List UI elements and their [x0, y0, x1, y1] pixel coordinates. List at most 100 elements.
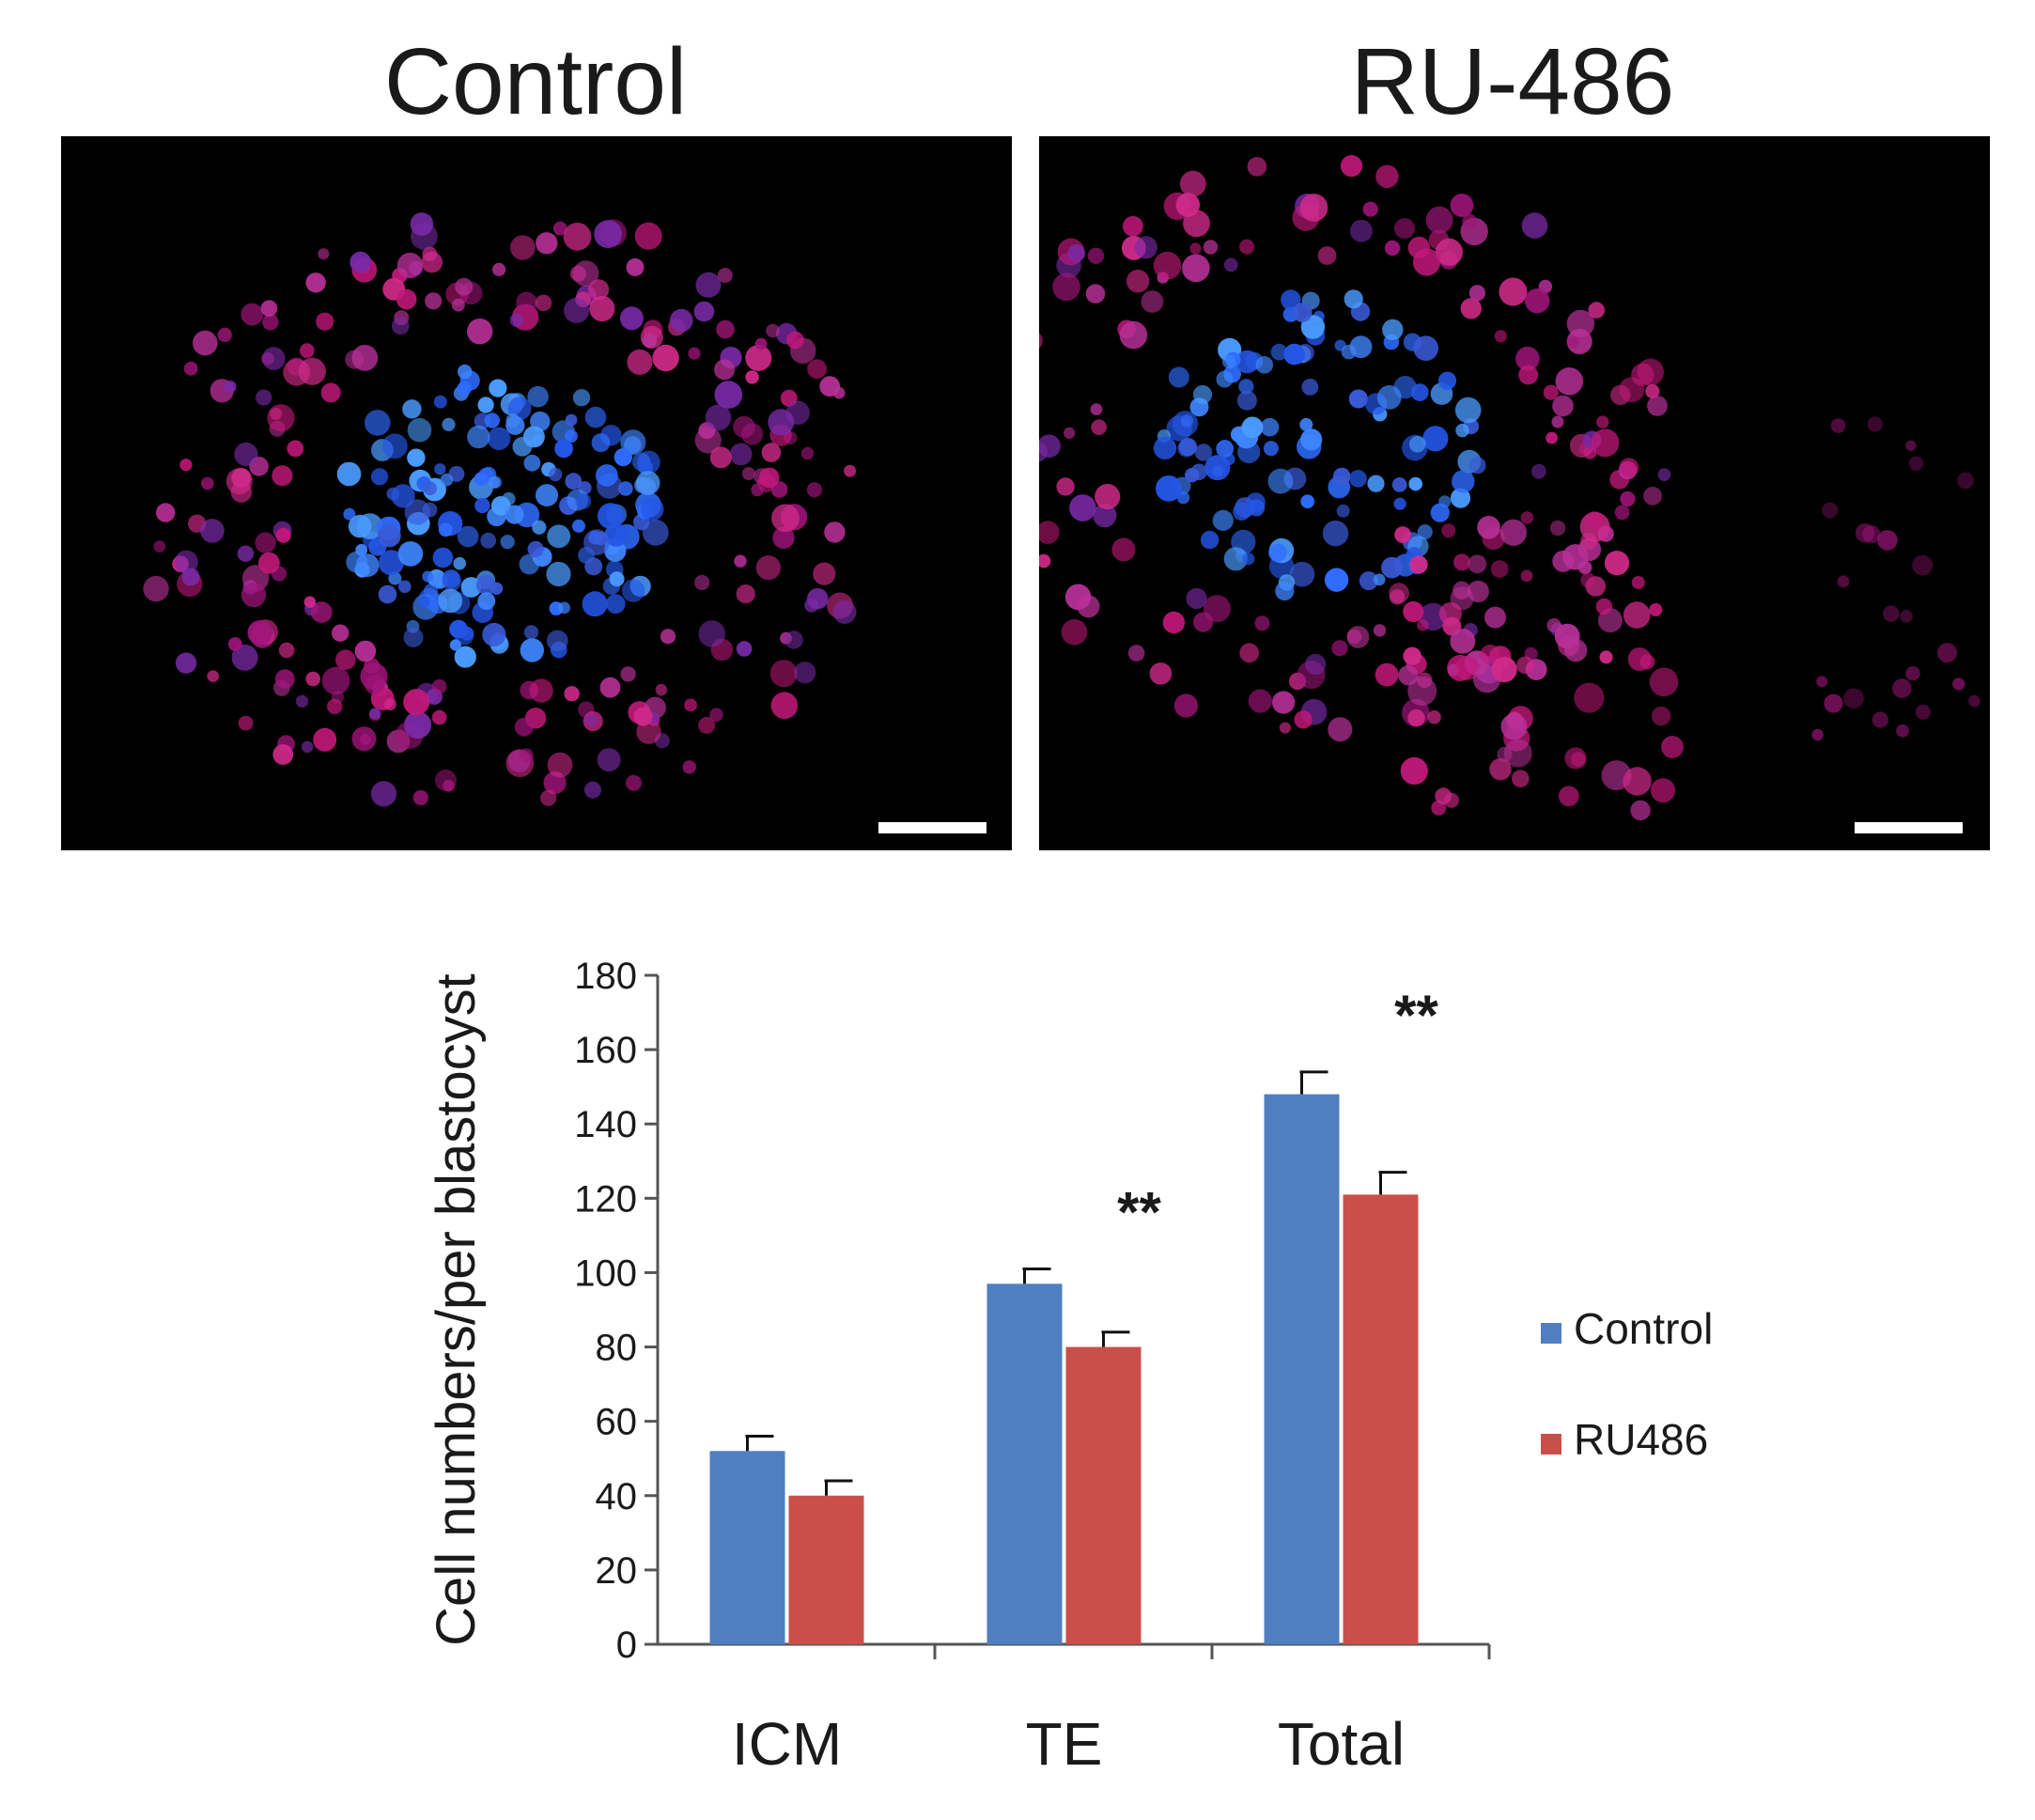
- cell-nucleus: [1952, 677, 1965, 691]
- cell-nucleus: [1248, 499, 1266, 517]
- cell-nucleus: [1162, 611, 1186, 634]
- cell-nucleus: [627, 349, 653, 375]
- cell-nucleus: [423, 481, 438, 496]
- cell-nucleus: [378, 523, 401, 548]
- cell-nucleus: [397, 541, 424, 567]
- cell-nucleus: [772, 526, 795, 550]
- cell-nucleus: [575, 493, 592, 509]
- cell-nucleus: [505, 415, 525, 435]
- cell-nucleus: [402, 399, 422, 419]
- cell-nucleus: [819, 376, 841, 397]
- cell-nucleus: [179, 459, 193, 472]
- cell-nucleus: [751, 483, 764, 497]
- cell-nucleus: [1585, 511, 1604, 530]
- cell-nucleus: [755, 555, 782, 581]
- cell-nucleus: [1467, 580, 1489, 603]
- cell-nucleus: [484, 412, 500, 428]
- cell-nucleus: [1558, 786, 1579, 807]
- cell-nucleus: [303, 596, 316, 608]
- cell-nucleus: [404, 499, 430, 525]
- cell-nucleus: [824, 521, 846, 543]
- cell-nucleus: [1300, 428, 1323, 451]
- cell-nucleus: [241, 303, 264, 326]
- cell-nucleus: [492, 262, 506, 276]
- cell-nucleus: [440, 473, 454, 487]
- cell-nucleus: [786, 331, 804, 350]
- cell-nuclei-ru486: [1039, 155, 1981, 821]
- cell-nucleus: [769, 660, 798, 688]
- cell-nucleus: [1520, 569, 1533, 583]
- cell-nucleus: [532, 520, 547, 535]
- cell-nucleus: [1204, 455, 1231, 481]
- cell-nucleus: [467, 425, 490, 449]
- cell-nucleus: [572, 260, 599, 288]
- cell-nucleus: [1408, 476, 1422, 491]
- cell-nucleus: [698, 716, 716, 734]
- cell-nucleus: [1381, 556, 1403, 579]
- x-category-label: TE: [1026, 1710, 1103, 1778]
- cell-nucleus: [1580, 572, 1596, 588]
- cell-nucleus: [1180, 414, 1194, 428]
- cell-nucleus: [1039, 553, 1051, 568]
- cell-nucleus: [398, 580, 412, 594]
- cell-nucleus: [1223, 257, 1238, 272]
- cell-nucleus: [1441, 523, 1456, 538]
- cell-nucleus: [272, 744, 294, 765]
- cell-nucleus: [1468, 457, 1486, 474]
- cell-nucleus: [1348, 389, 1368, 409]
- cell-nucleus: [519, 553, 540, 575]
- cell-nucleus: [660, 629, 676, 645]
- cell-nucleus: [1620, 490, 1636, 507]
- cell-nucleus: [404, 711, 432, 739]
- cell-nucleus: [1090, 403, 1103, 415]
- cell-nucleus: [565, 413, 578, 427]
- cell-nucleus: [1255, 356, 1274, 374]
- cell-nucleus: [621, 579, 645, 602]
- cell-nucleus: [1216, 370, 1234, 388]
- cell-nucleus: [1567, 335, 1580, 349]
- cell-nucleus: [295, 694, 309, 708]
- cell-nucleus: [1905, 440, 1917, 451]
- cell-nucleus: [1450, 194, 1474, 217]
- cell-nucleus: [455, 277, 474, 296]
- cell-nucleus: [523, 625, 539, 640]
- cell-nucleus: [606, 594, 626, 614]
- cell-nucleus: [1872, 711, 1888, 728]
- cell-nucleus: [1837, 575, 1850, 588]
- cell-nucleus: [1637, 358, 1664, 386]
- cell-nucleus: [1300, 494, 1314, 508]
- cell-nucleus: [784, 630, 803, 649]
- cell-nucleus: [1503, 739, 1532, 768]
- cell-nucleus: [536, 484, 558, 507]
- cell-nucleus: [300, 343, 315, 358]
- cell-nucleus: [321, 666, 350, 695]
- cell-nucleus: [382, 433, 408, 459]
- cell-nucleus: [1543, 384, 1559, 400]
- cell-nucleus: [1359, 571, 1378, 591]
- cell-nucleus: [262, 347, 286, 370]
- bar: [1343, 1194, 1419, 1644]
- cell-nucleus: [1238, 379, 1254, 395]
- cell-nucleus: [255, 532, 276, 553]
- cell-nucleus: [1631, 576, 1645, 589]
- cell-nucleus: [1484, 606, 1506, 629]
- cell-nucleus: [1123, 215, 1143, 237]
- cell-nucleus: [1647, 396, 1668, 416]
- cell-nucleus: [1915, 705, 1931, 720]
- cell-nucleus: [1346, 626, 1370, 648]
- cell-nucleus: [509, 313, 524, 328]
- cell-nucleus: [527, 385, 549, 408]
- cell-nucleus: [1450, 488, 1471, 508]
- cell-nucleus: [1241, 416, 1264, 439]
- cell-nucleus: [770, 692, 799, 720]
- cell-nucleus: [227, 637, 242, 651]
- cell-nucleus: [807, 359, 827, 380]
- cell-nucleus: [584, 781, 601, 799]
- cell-nucleus: [412, 789, 428, 806]
- cell-nucleus: [684, 698, 697, 712]
- cell-nucleus: [519, 748, 534, 763]
- cell-nucleus: [1883, 605, 1900, 622]
- y-tick-label: 100: [574, 1252, 637, 1294]
- cell-nucleus: [1417, 619, 1429, 631]
- cell-nucleus: [1189, 242, 1202, 255]
